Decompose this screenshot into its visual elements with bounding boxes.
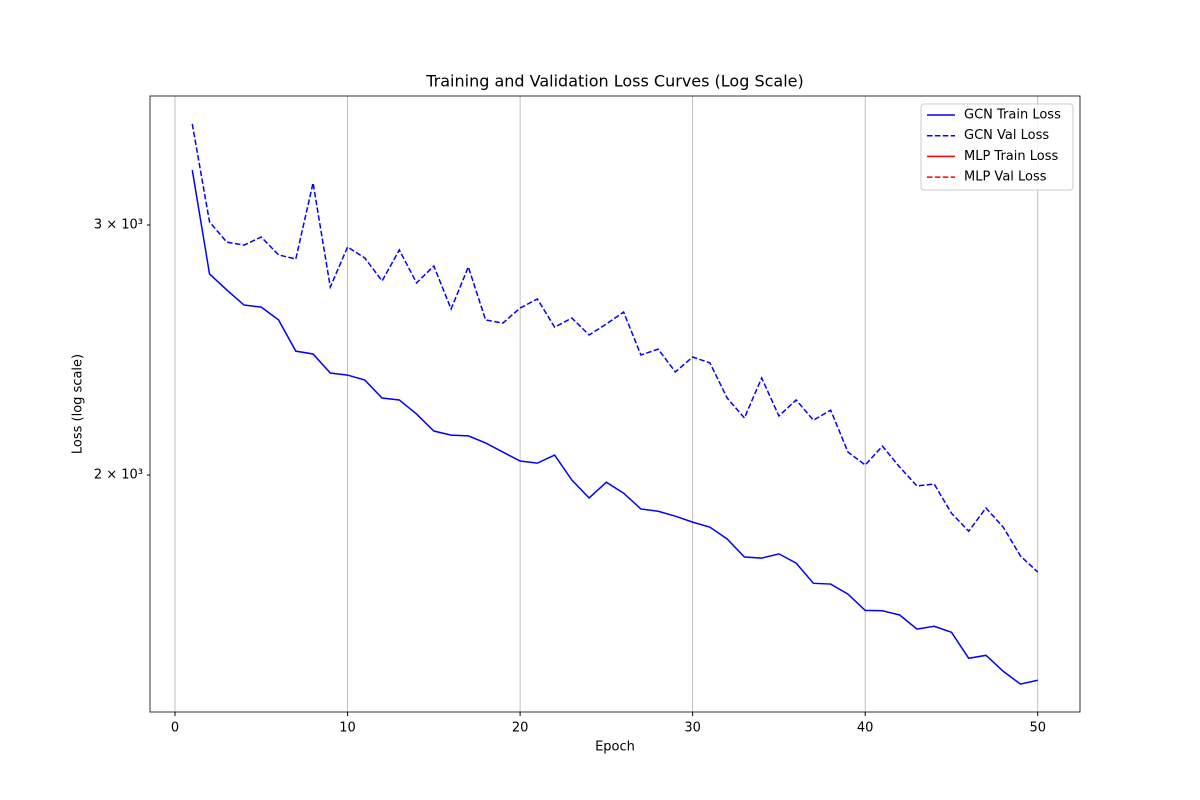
x-tick-label: 20 (512, 721, 529, 736)
x-tick-label: 30 (684, 721, 701, 736)
x-tick-label: 40 (857, 721, 874, 736)
line (191, 123, 1039, 573)
chart-title: Training and Validation Loss Curves (Log… (425, 72, 804, 91)
x-tick-label: 0 (171, 721, 179, 736)
legend-label: MLP Val Loss (964, 170, 1047, 185)
x-axis-label: Epoch (595, 740, 635, 755)
x-tick-label: 10 (339, 721, 356, 736)
y-tick-label: 3 × 10³ (94, 218, 143, 233)
legend-label: GCN Train Loss (964, 108, 1061, 123)
x-tick-label: 50 (1029, 721, 1046, 736)
legend-box (920, 103, 1074, 191)
y-axis-label: Loss (log scale) (71, 354, 86, 454)
y-tick-label: 2 × 10³ (94, 468, 143, 483)
legend-label: MLP Train Loss (964, 149, 1058, 164)
legend-label: GCN Val Loss (964, 128, 1049, 143)
line (191, 169, 1038, 685)
plot-frame (149, 95, 1081, 713)
